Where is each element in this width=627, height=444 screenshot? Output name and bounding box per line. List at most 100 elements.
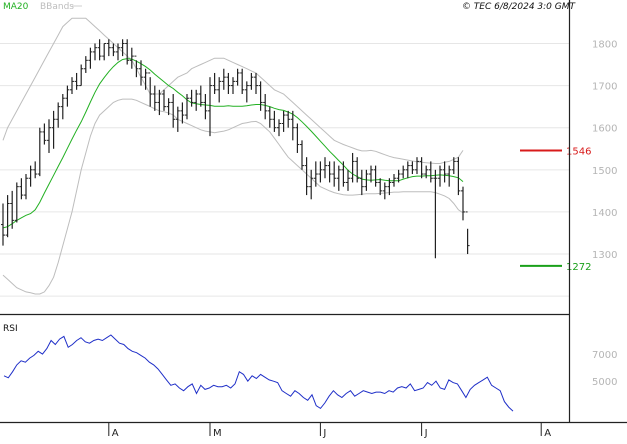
ohlc-bar <box>212 72 217 95</box>
ma20-line <box>2 58 464 229</box>
ohlc-bar <box>336 165 341 191</box>
ohlc-bar <box>235 68 240 86</box>
ohlc-bar <box>286 110 291 128</box>
x-tick-label: M <box>213 428 222 439</box>
ohlc-bar <box>405 161 410 179</box>
ohlc-bar <box>300 140 304 170</box>
ohlc-bar <box>350 152 355 183</box>
ohlc-bar <box>157 89 162 116</box>
ohlc-bar <box>447 165 452 187</box>
ohlc-bar <box>185 94 189 120</box>
ohlc-bar <box>461 186 465 221</box>
ohlc-bar <box>456 157 461 196</box>
ohlc-bar <box>313 161 318 187</box>
ohlc-bar <box>24 174 28 200</box>
ohlc-bar <box>277 119 281 137</box>
ohlc-bar <box>346 169 350 191</box>
ohlc-bar <box>175 106 180 132</box>
ohlc-bar <box>249 72 254 90</box>
price-grid <box>0 42 569 297</box>
x-tick-label: J <box>322 428 326 439</box>
ohlc-bar <box>56 102 61 128</box>
ohlc-bar <box>189 89 194 107</box>
x-tick-label: A <box>544 428 551 439</box>
ohlc-bar <box>166 98 171 116</box>
ohlc-bar <box>10 190 15 229</box>
ohlc-bar <box>221 68 226 90</box>
ohlc-bar <box>226 72 231 95</box>
ohlc-bar <box>359 169 364 196</box>
ohlc-bar <box>401 165 406 179</box>
ohlc-bar <box>152 85 157 111</box>
ohlc-bar <box>171 94 176 128</box>
rsi-y-tick-label: 7000 <box>592 350 617 361</box>
ohlc-bar <box>244 81 249 103</box>
copyright-text: © TEC 6/8/2024 3:0 GMT <box>462 2 577 12</box>
rsi-line <box>3 334 514 412</box>
chart-frame <box>0 0 627 424</box>
ohlc-bar <box>33 161 38 179</box>
ohlc-bar <box>198 85 203 107</box>
legend: MA20 BBands <box>3 2 82 12</box>
ohlc-bar <box>364 169 369 191</box>
ohlc-bar <box>74 72 79 90</box>
ohlc-bar <box>309 169 314 200</box>
ohlc-bar <box>194 89 199 111</box>
ohlc-bar <box>332 161 337 187</box>
x-tick-label: J <box>424 428 428 439</box>
ohlc-bar <box>60 94 65 120</box>
bbands-lower-line <box>2 98 464 295</box>
ohlc-bar <box>180 102 185 124</box>
ohlc-bar <box>327 161 332 183</box>
ohlc-bar <box>93 43 97 61</box>
ohlc-bar <box>392 174 396 187</box>
ohlc-bar <box>37 127 42 177</box>
ohlc-bar <box>355 157 360 183</box>
ohlc-bar <box>428 161 433 183</box>
ohlc-bar <box>83 56 88 73</box>
ohlc-bar <box>116 43 120 61</box>
ohlc-bar <box>47 119 51 153</box>
ohlc-bar <box>373 165 378 187</box>
legend-bbands: BBands <box>40 2 74 12</box>
y-tick-label: 1500 <box>592 166 617 177</box>
ohlc-bar <box>162 89 166 111</box>
ohlc-bar <box>438 165 442 187</box>
y-tick-label: 1700 <box>592 82 617 93</box>
rsi-line-layer <box>3 334 514 412</box>
ohlc-bar <box>267 106 272 128</box>
ohlc-bar <box>129 47 134 69</box>
ohlc-bar <box>424 165 429 179</box>
ohlc-bar <box>465 211 470 255</box>
ohlc-bar <box>341 161 346 187</box>
ohlc-bar <box>1 203 5 246</box>
ohlc-bar <box>258 81 263 111</box>
ohlc-bar <box>378 178 383 196</box>
ohlc-bar <box>295 123 300 153</box>
ohlc-bar <box>433 169 438 259</box>
ohlc-bar <box>382 182 387 200</box>
price-y-tick-labels: 1800 1700 1600 1500 1400 1300 <box>592 39 617 261</box>
x-tick-label: A <box>112 428 119 439</box>
ohlc-bar <box>419 157 424 179</box>
ohlc-bar <box>42 123 47 145</box>
ohlc-bar <box>203 94 208 120</box>
ohlc-bar <box>263 94 268 120</box>
ohlc-bar <box>88 47 93 69</box>
ohlc-bar <box>254 72 258 95</box>
ma20-layer <box>2 58 464 229</box>
ohlc-bar <box>240 68 245 95</box>
ohlc-bar <box>323 157 327 179</box>
ohlc-bar <box>304 157 309 196</box>
ohlc-bar <box>217 77 222 103</box>
ohlc-bar <box>148 72 153 107</box>
ohlc-bar <box>125 39 130 65</box>
ohlc-bar <box>208 77 212 137</box>
y-tick-label: 1400 <box>592 208 617 219</box>
y-tick-label: 1300 <box>592 250 617 261</box>
bollinger-bands-layer <box>2 17 464 295</box>
ohlc-bar <box>5 195 10 238</box>
